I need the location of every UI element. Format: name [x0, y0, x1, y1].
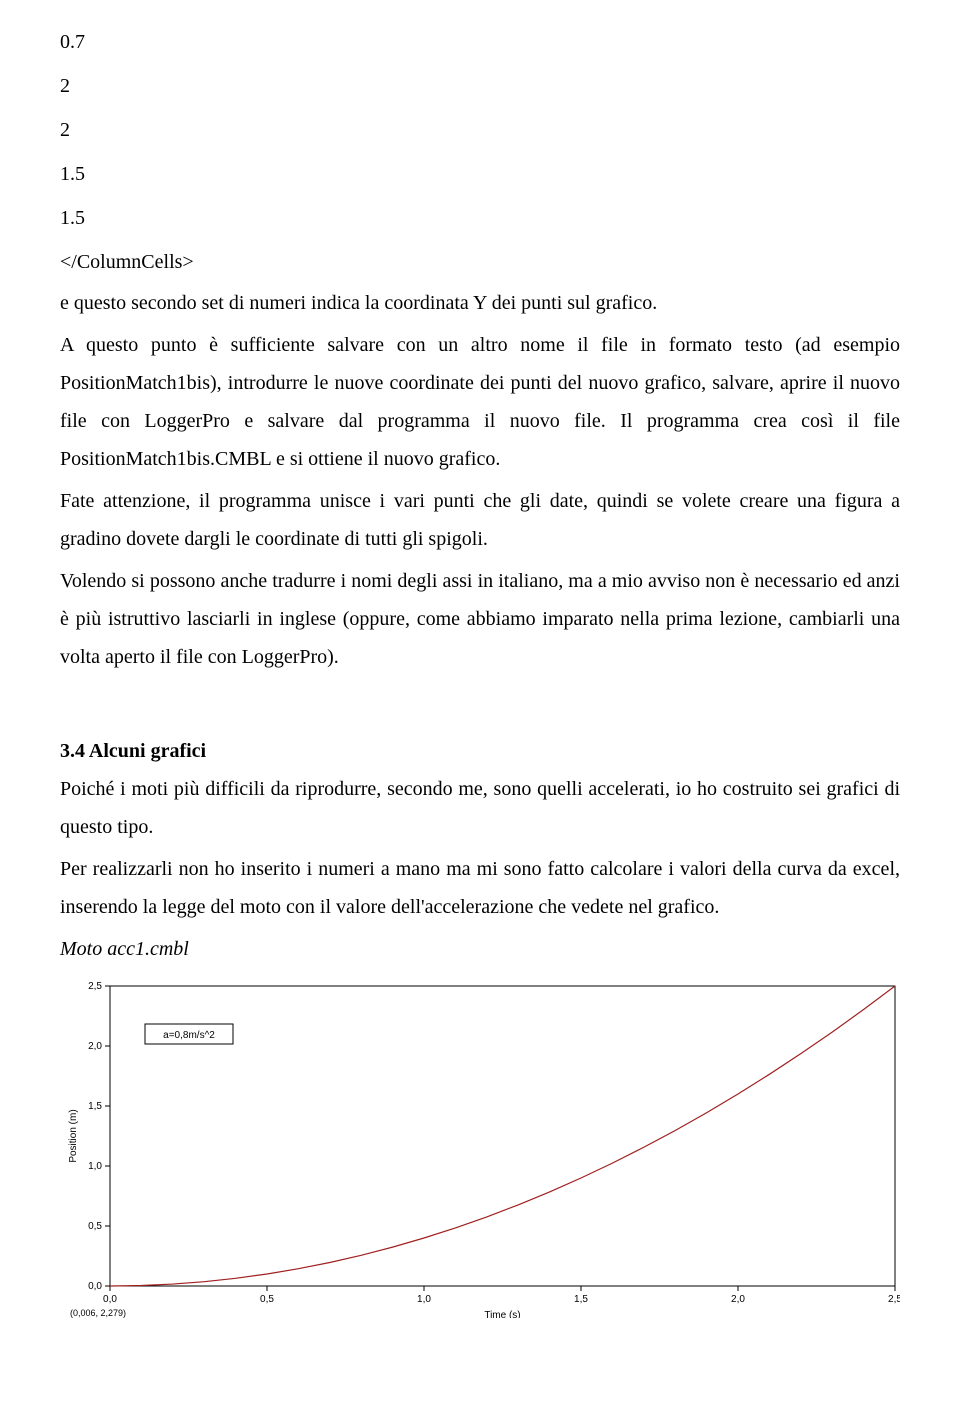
paragraph-7: Moto acc1.cmbl [60, 930, 900, 968]
x-tick-label: 0,0 [103, 1294, 117, 1305]
x-tick-label: 2,0 [731, 1294, 745, 1305]
paragraph-3: Fate attenzione, il programma unisce i v… [60, 482, 900, 558]
y-tick-label: 1,0 [88, 1161, 102, 1172]
x-tick-label: 2,5 [888, 1294, 900, 1305]
data-value-line: 1.5 [60, 196, 900, 240]
paragraph-6: Per realizzarli non ho inserito i numeri… [60, 850, 900, 926]
data-value-line: 1.5 [60, 152, 900, 196]
x-tick-label: 1,5 [574, 1294, 588, 1305]
y-tick-label: 0,0 [88, 1281, 102, 1292]
x-tick-label: 0,5 [260, 1294, 274, 1305]
y-tick-label: 2,5 [88, 981, 102, 992]
x-axis-label: Time (s) [484, 1310, 520, 1318]
chart-svg: 0,0 0,5 1,0 1,5 2,0 2,5 0,0 0,5 1,0 1,5 2,0 2,5 Time… [60, 978, 900, 1318]
closing-xml-tag: </ColumnCells> [60, 240, 900, 284]
data-value-line: 0.7 [60, 20, 900, 64]
paragraph-1: e questo secondo set di numeri indica la… [60, 284, 900, 322]
y-tick-label: 1,5 [88, 1101, 102, 1112]
section-heading: 3.4 Alcuni grafici [60, 732, 900, 770]
data-value-line: 2 [60, 64, 900, 108]
accel-label-text: a=0,8m/s^2 [163, 1030, 215, 1041]
y-axis-label: Position (m) [68, 1109, 79, 1162]
paragraph-2: A questo punto è sufficiente salvare con… [60, 326, 900, 478]
paragraph-5: Poiché i moti più difficili da riprodurr… [60, 770, 900, 846]
chart-container: 0,0 0,5 1,0 1,5 2,0 2,5 0,0 0,5 1,0 1,5 2,0 2,5 Time… [60, 978, 900, 1318]
y-tick-label: 2,0 [88, 1041, 102, 1052]
data-value-line: 2 [60, 108, 900, 152]
x-tick-label: 1,0 [417, 1294, 431, 1305]
paragraph-4: Volendo si possono anche tradurre i nomi… [60, 562, 900, 676]
coord-readout: (0,006, 2,279) [70, 1308, 126, 1318]
y-tick-label: 0,5 [88, 1221, 102, 1232]
